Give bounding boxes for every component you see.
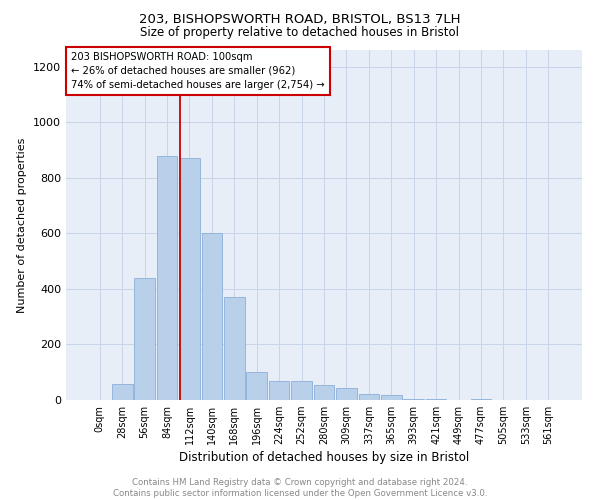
Text: 203 BISHOPSWORTH ROAD: 100sqm
← 26% of detached houses are smaller (962)
74% of : 203 BISHOPSWORTH ROAD: 100sqm ← 26% of d… — [71, 52, 325, 90]
Text: Contains HM Land Registry data © Crown copyright and database right 2024.
Contai: Contains HM Land Registry data © Crown c… — [113, 478, 487, 498]
Y-axis label: Number of detached properties: Number of detached properties — [17, 138, 28, 312]
Bar — [202, 234, 222, 400]
Bar — [269, 380, 289, 400]
Bar — [157, 156, 178, 400]
Bar — [403, 398, 424, 400]
Text: Size of property relative to detached houses in Bristol: Size of property relative to detached ho… — [140, 26, 460, 39]
Bar — [112, 384, 133, 400]
Bar — [470, 398, 491, 400]
X-axis label: Distribution of detached houses by size in Bristol: Distribution of detached houses by size … — [179, 452, 469, 464]
Bar — [359, 394, 379, 400]
Bar — [291, 380, 312, 400]
Bar — [426, 398, 446, 400]
Text: 203, BISHOPSWORTH ROAD, BRISTOL, BS13 7LH: 203, BISHOPSWORTH ROAD, BRISTOL, BS13 7L… — [139, 12, 461, 26]
Bar — [224, 297, 245, 400]
Bar — [247, 372, 267, 400]
Bar — [179, 158, 200, 400]
Bar — [134, 278, 155, 400]
Bar — [381, 395, 401, 400]
Bar — [314, 384, 334, 400]
Bar — [336, 388, 357, 400]
